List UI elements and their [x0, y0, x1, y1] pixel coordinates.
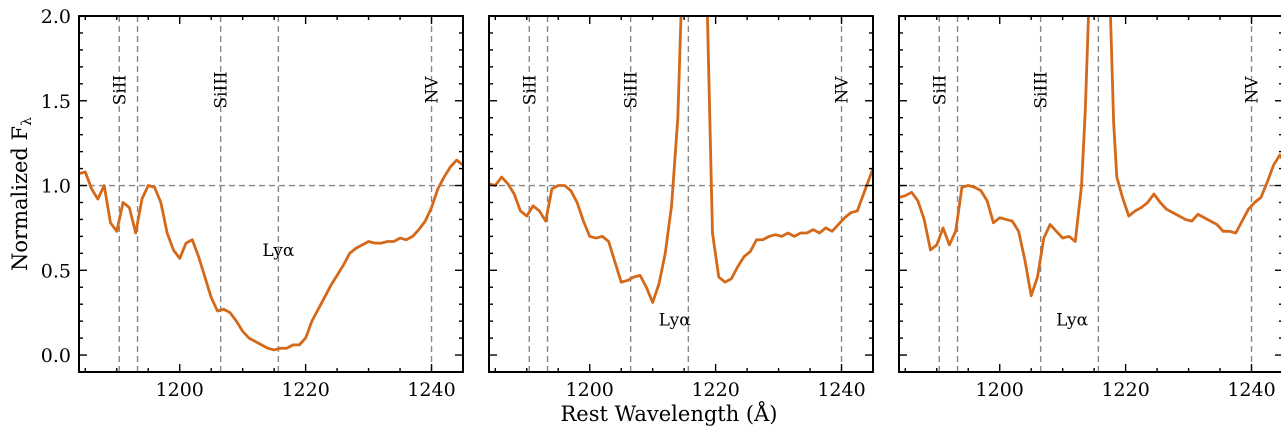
x-tick-label: 1240 — [407, 379, 455, 401]
lya-label: Lyα — [262, 241, 295, 261]
ion-label-siiii: SiIII — [1032, 71, 1052, 108]
y-tick-label: 1.0 — [41, 176, 71, 198]
spectrum-panel-right: SiII SiIII NV Lyα 1200 1220 1240 — [898, 15, 1281, 401]
ion-label-siiii: SiIII — [622, 71, 642, 108]
y-axis-title: Normalized Fλ — [8, 117, 35, 271]
spectrum-line — [489, 16, 873, 304]
axes-frame — [488, 15, 874, 373]
x-tick-label: 1200 — [566, 379, 614, 401]
spectrum-panel-left: SiII SiIII NV Lyα 1200 1220 1240 0.0 0.5 1.0 1.5 2.… — [41, 6, 464, 401]
x-tick-label: 1220 — [281, 379, 329, 401]
lya-label: Lyα — [659, 310, 692, 330]
axes-frame — [898, 15, 1281, 373]
ion-label-siii: SiII — [110, 75, 130, 106]
y-tick-label: 2.0 — [41, 6, 71, 28]
y-tick-label: 1.5 — [41, 91, 71, 113]
x-tick-label: 1240 — [1227, 379, 1275, 401]
ion-label-siii: SiII — [520, 75, 540, 106]
ion-label-siii: SiII — [930, 75, 950, 106]
axes-frame — [78, 15, 464, 373]
lya-label: Lyα — [1056, 310, 1089, 330]
spectrum-line — [79, 158, 463, 352]
x-axis-title: Rest Wavelength (Å) — [560, 401, 777, 426]
y-axis-title-subscript: λ — [19, 117, 35, 126]
ion-label-nv: NV — [1243, 76, 1263, 104]
y-tick-label: 0.5 — [41, 260, 71, 282]
x-tick-label: 1200 — [156, 379, 204, 401]
x-tick-label: 1220 — [1101, 379, 1149, 401]
x-tick-label: 1220 — [691, 379, 739, 401]
x-tick-label: 1200 — [976, 379, 1024, 401]
spectrum-panel-middle: SiII SiIII NV Lyα 1200 1220 1240 — [488, 15, 874, 401]
spectrum-line — [899, 16, 1281, 298]
ion-label-nv: NV — [833, 76, 853, 104]
ion-label-nv: NV — [423, 76, 443, 104]
y-axis-title-main: Normalized F — [8, 126, 32, 271]
y-tick-label: 0.0 — [41, 345, 71, 367]
ion-label-siiii: SiIII — [212, 71, 232, 108]
x-tick-label: 1240 — [817, 379, 865, 401]
